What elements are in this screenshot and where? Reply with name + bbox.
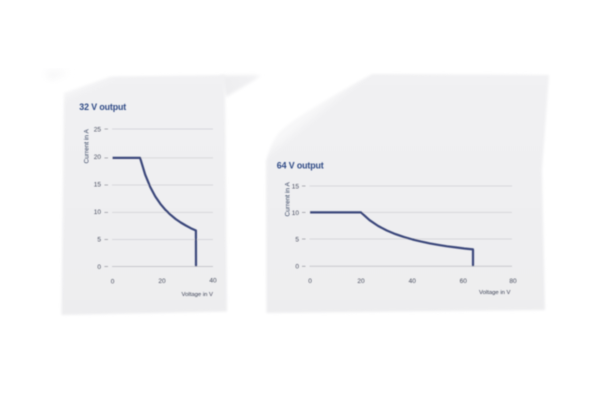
svg-text:0: 0 bbox=[295, 264, 299, 271]
svg-text:64 V output: 64 V output bbox=[277, 161, 324, 171]
svg-text:80: 80 bbox=[509, 278, 517, 285]
svg-text:20: 20 bbox=[158, 278, 166, 285]
svg-text:5: 5 bbox=[97, 236, 101, 243]
svg-text:32 V output: 32 V output bbox=[79, 102, 126, 112]
svg-text:10: 10 bbox=[94, 209, 102, 216]
svg-text:20: 20 bbox=[94, 154, 102, 161]
svg-text:25: 25 bbox=[94, 126, 102, 133]
svg-text:40: 40 bbox=[409, 278, 417, 285]
svg-text:20: 20 bbox=[357, 278, 365, 285]
svg-text:0: 0 bbox=[308, 278, 312, 285]
svg-text:Voltage in V: Voltage in V bbox=[479, 290, 511, 296]
svg-text:15: 15 bbox=[292, 183, 300, 190]
svg-text:Voltage in V: Voltage in V bbox=[182, 292, 214, 298]
svg-text:0: 0 bbox=[97, 264, 101, 271]
svg-text:15: 15 bbox=[94, 181, 102, 188]
svg-text:60: 60 bbox=[460, 278, 468, 285]
svg-text:Current in A: Current in A bbox=[285, 182, 292, 217]
svg-text:40: 40 bbox=[209, 278, 217, 285]
svg-text:5: 5 bbox=[295, 236, 299, 243]
svg-text:Current in A: Current in A bbox=[84, 129, 91, 164]
svg-text:0: 0 bbox=[111, 279, 115, 286]
svg-text:10: 10 bbox=[292, 210, 300, 217]
